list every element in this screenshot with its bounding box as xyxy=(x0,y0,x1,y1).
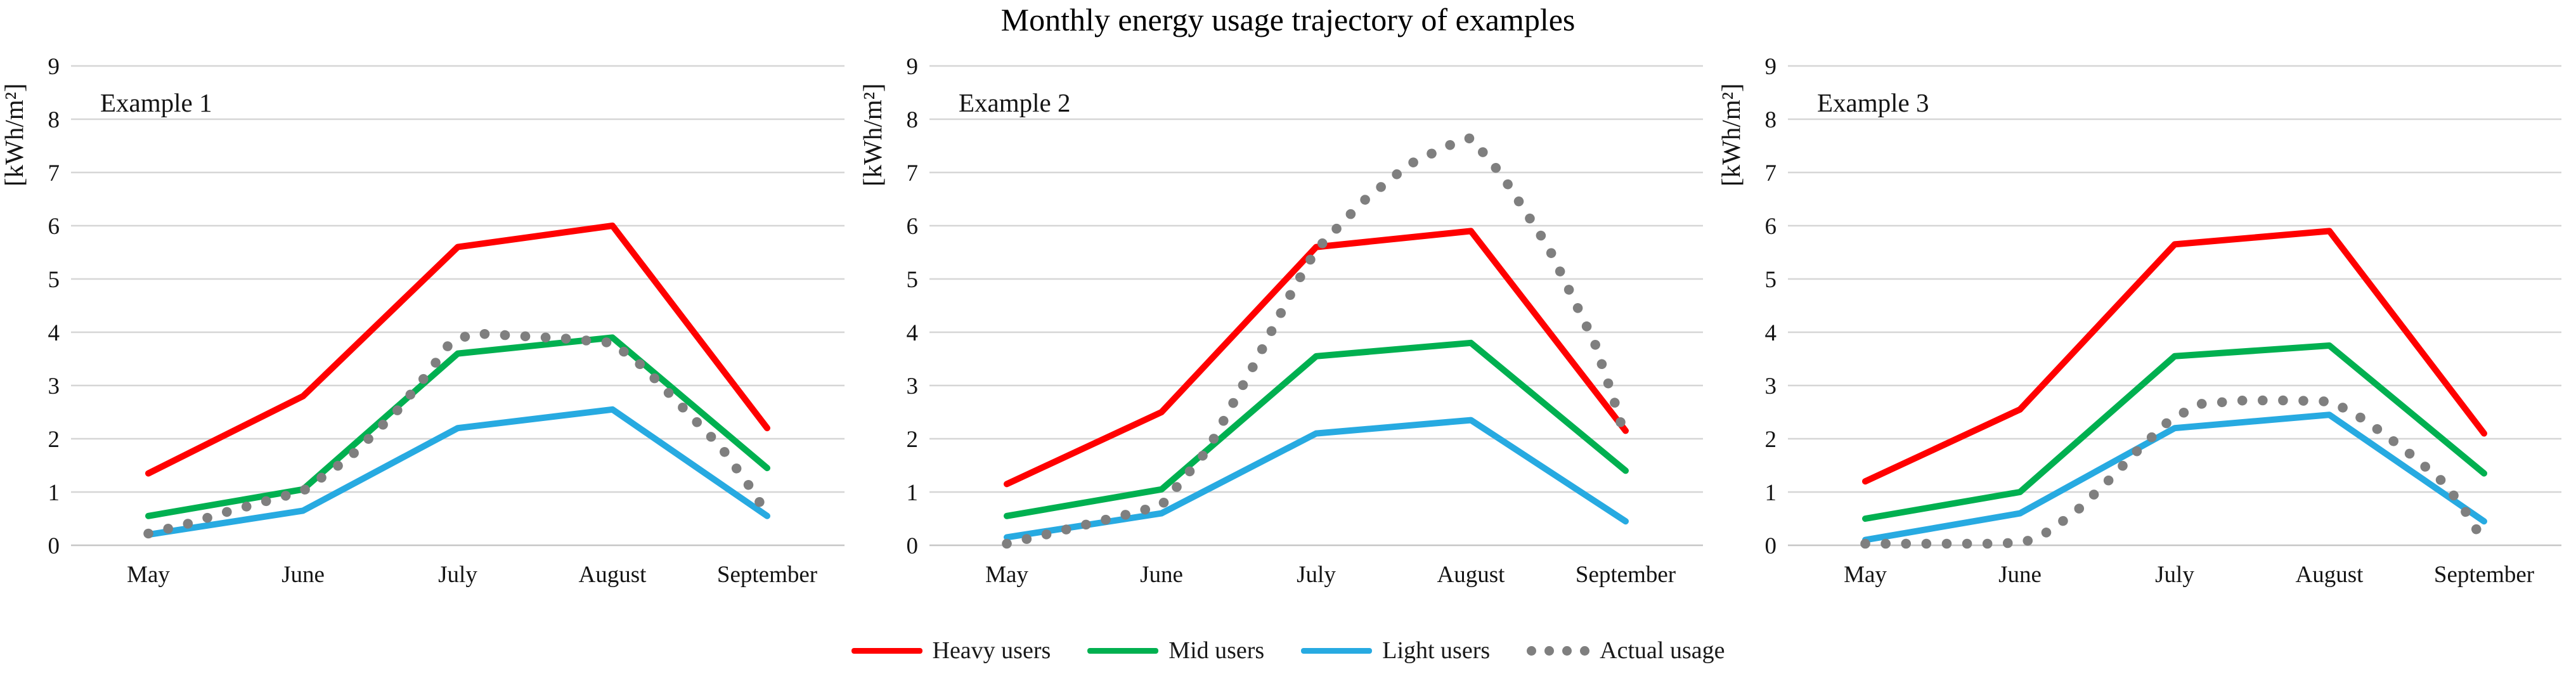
legend-swatch-heavy-users-line xyxy=(851,647,922,654)
legend-item-actual-usage: Actual usage xyxy=(1527,638,1725,663)
y-tick-label: 7 xyxy=(1765,160,1777,186)
y-tick-label: 1 xyxy=(1765,480,1777,506)
y-tick-label: 2 xyxy=(1765,427,1777,453)
y-tick-label: 9 xyxy=(48,54,60,80)
y-tick-label: 4 xyxy=(1765,320,1777,346)
y-axis-unit-label: [kWh/m²] xyxy=(1717,83,1745,186)
y-tick-label: 0 xyxy=(48,533,60,559)
y-tick-label: 6 xyxy=(48,214,60,240)
legend: Heavy users Mid users Light users Actual… xyxy=(0,633,2576,668)
y-tick-label: 7 xyxy=(48,160,60,186)
y-tick-label: 5 xyxy=(48,267,60,293)
x-tick-label: August xyxy=(2296,562,2364,588)
x-tick-label: July xyxy=(2155,562,2194,588)
chart-example-3: 0 1 2 3 4 5 6 7 8 9 May June July August September [kWh… xyxy=(1717,54,2561,588)
y-tick-label: 8 xyxy=(907,107,919,133)
chart-example-2: 0 1 2 3 4 5 6 7 8 9 May June July August September [kWh… xyxy=(858,54,1703,588)
legend-dot xyxy=(1580,645,1590,656)
legend-item-heavy-users: Heavy users xyxy=(851,638,1051,663)
legend-label-heavy-users: Heavy users xyxy=(932,637,1051,664)
legend-label-mid-users: Mid users xyxy=(1168,637,1265,664)
legend-swatch-light-users-line xyxy=(1301,647,1373,654)
y-tick-label: 4 xyxy=(48,320,60,346)
legend-item-mid-users: Mid users xyxy=(1087,638,1264,663)
y-tick-label: 6 xyxy=(907,214,919,240)
y-tick-label: 2 xyxy=(48,427,60,453)
series-line-mid-users xyxy=(1004,339,1629,519)
y-tick-label: 4 xyxy=(907,320,919,346)
y-tick-label: 1 xyxy=(907,480,919,506)
panel-label: Example 1 xyxy=(100,88,212,117)
legend-swatch-actual-usage-dots xyxy=(1527,645,1590,656)
legend-dot xyxy=(1527,645,1537,656)
series-line-heavy-users xyxy=(1862,228,2487,485)
y-tick-label: 6 xyxy=(1765,214,1777,240)
y-tick-label: 3 xyxy=(48,373,60,399)
y-tick-label: 0 xyxy=(1765,533,1777,559)
series-dots-actual-usage xyxy=(143,328,768,539)
chart-panel-example-2: 0 1 2 3 4 5 6 7 8 9 May June July August September [kWh… xyxy=(858,34,1717,618)
x-tick-label: August xyxy=(579,562,647,588)
series-dots-actual-usage xyxy=(1860,395,2489,549)
series-line-heavy-users xyxy=(145,223,770,477)
x-tick-label: June xyxy=(282,562,325,588)
panel-label: Example 2 xyxy=(959,88,1070,117)
y-tick-label: 5 xyxy=(907,267,919,293)
x-tick-label: June xyxy=(1140,562,1183,588)
y-tick-label: 8 xyxy=(48,107,60,133)
x-tick-label: May xyxy=(127,562,170,588)
x-tick-label: September xyxy=(1576,562,1676,588)
y-tick-label: 3 xyxy=(1765,373,1777,399)
y-tick-label: 9 xyxy=(907,54,919,80)
y-tick-label: 5 xyxy=(1765,267,1777,293)
y-tick-label: 8 xyxy=(1765,107,1777,133)
y-tick-label: 1 xyxy=(48,480,60,506)
series-line-light-users xyxy=(1862,412,2487,543)
y-tick-label: 2 xyxy=(907,427,919,453)
chart-example-1: 0 1 2 3 4 5 6 7 8 9 May June July August September [kWh… xyxy=(0,54,845,588)
y-axis-unit-label: [kWh/m²] xyxy=(858,83,887,186)
legend-label-light-users: Light users xyxy=(1382,637,1491,664)
x-tick-label: August xyxy=(1437,562,1506,588)
series-line-mid-users xyxy=(145,334,770,519)
x-tick-label: May xyxy=(1844,562,1887,588)
legend-swatch-mid-users-line xyxy=(1087,647,1159,654)
charts-row: 0 1 2 3 4 5 6 7 8 9 May June July August September [kWh… xyxy=(0,34,2576,618)
panel-label: Example 3 xyxy=(1817,88,1929,117)
y-tick-label: 7 xyxy=(907,160,919,186)
y-tick-label: 3 xyxy=(907,373,919,399)
x-tick-label: May xyxy=(985,562,1028,588)
legend-dot xyxy=(1544,645,1555,656)
chart-panel-example-1: 0 1 2 3 4 5 6 7 8 9 May June July August September [kWh… xyxy=(0,34,858,618)
x-tick-label: June xyxy=(1998,562,2042,588)
series-line-mid-users xyxy=(1862,342,2487,522)
x-tick-label: September xyxy=(2434,562,2534,588)
series-dots-actual-usage xyxy=(1002,133,1631,549)
page-title: Monthly energy usage trajectory of examp… xyxy=(1000,2,1576,37)
y-tick-label: 9 xyxy=(1765,54,1777,80)
legend-dot xyxy=(1562,645,1572,656)
y-tick-label: 0 xyxy=(907,533,919,559)
legend-label-actual-usage: Actual usage xyxy=(1600,637,1725,664)
series-line-light-users xyxy=(145,406,770,538)
chart-panel-example-3: 0 1 2 3 4 5 6 7 8 9 May June July August September [kWh… xyxy=(1717,34,2575,618)
legend-item-light-users: Light users xyxy=(1301,638,1490,663)
x-tick-label: July xyxy=(438,562,477,588)
y-axis-unit-label: [kWh/m²] xyxy=(0,83,29,186)
series-line-heavy-users xyxy=(1004,228,1629,488)
x-tick-label: July xyxy=(1297,562,1336,588)
x-tick-label: September xyxy=(717,562,817,588)
